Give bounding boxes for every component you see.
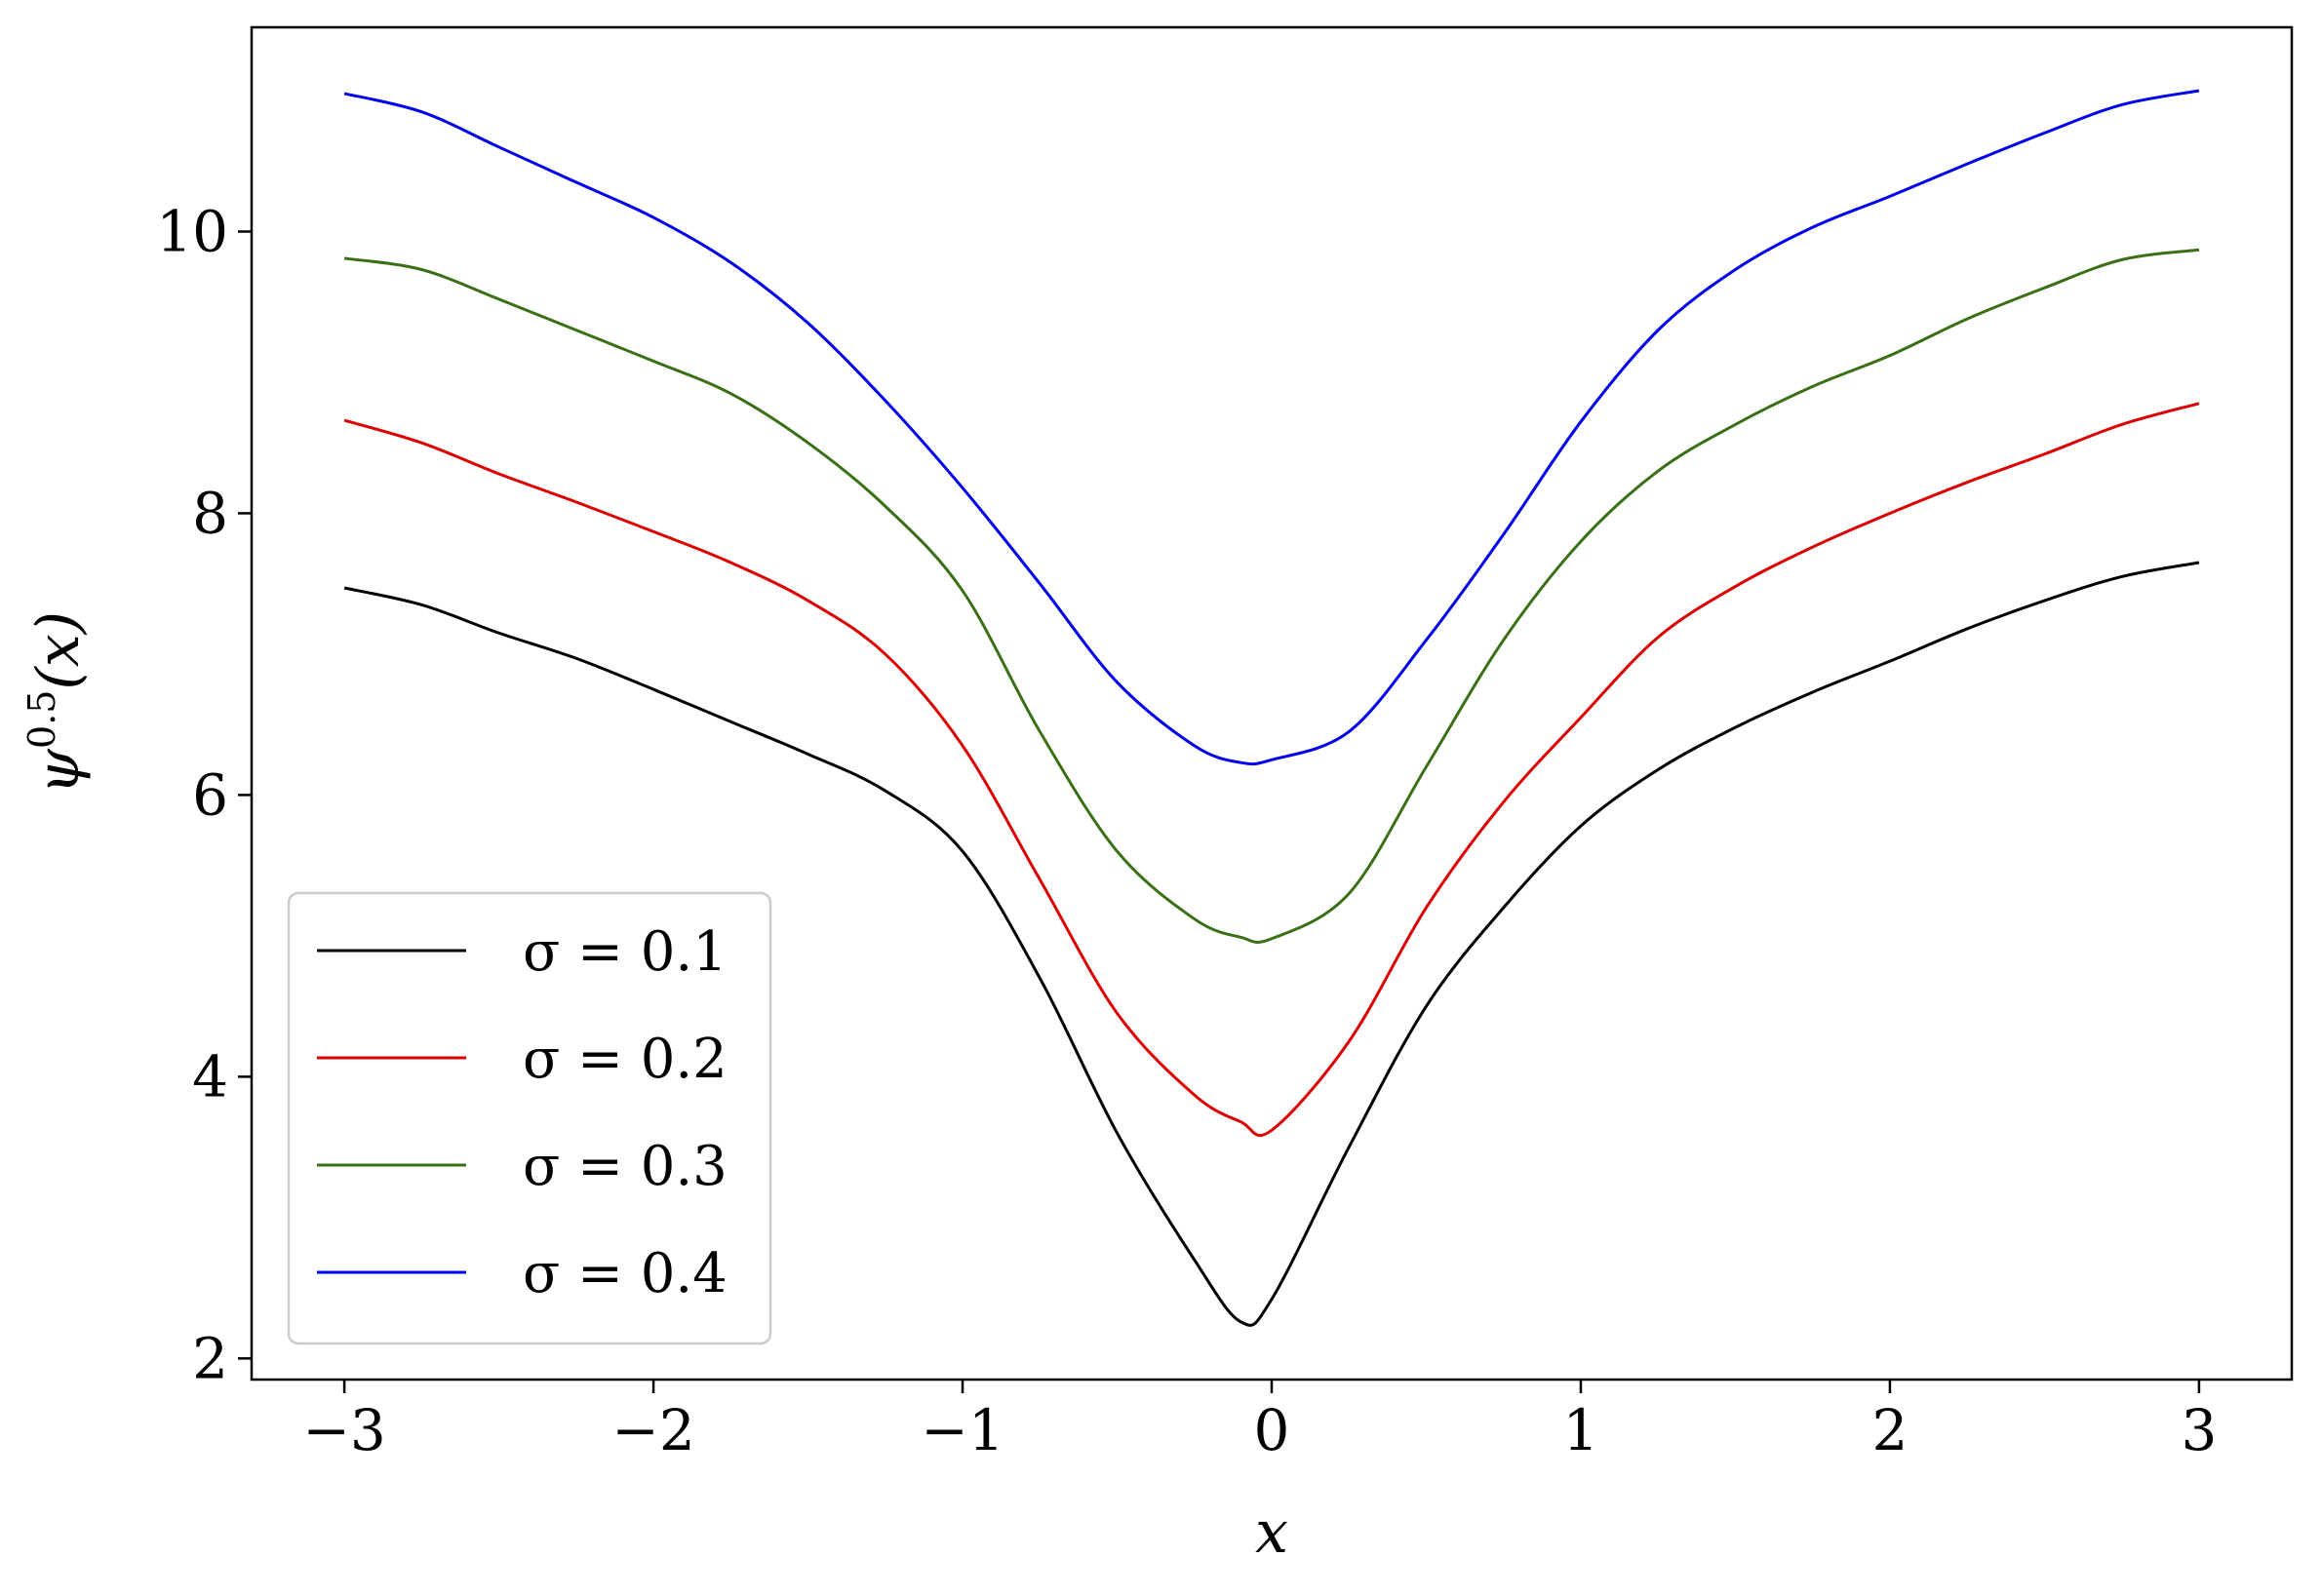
series-line-2 <box>343 402 2200 1138</box>
legend-entries: σ = 0.1 σ = 0.2 σ = 0.3 σ = 0.4 <box>317 920 728 1305</box>
y-axis-ticks: 2 4 6 8 10 <box>156 198 252 1391</box>
legend-label-2: σ = 0.2 <box>523 1028 728 1091</box>
x-tick-label: −2 <box>611 1397 695 1463</box>
y-tick-label: 6 <box>192 761 228 828</box>
legend-label-1: σ = 0.1 <box>523 920 728 984</box>
y-tick-label: 10 <box>156 198 228 264</box>
x-axis-label: x <box>1255 1499 1288 1567</box>
y-tick-label: 4 <box>192 1043 228 1109</box>
x-axis-ticks: −3 −2 −1 0 1 2 3 <box>302 1380 2217 1463</box>
y-axis-label: ψ0.5(x) <box>20 611 93 795</box>
legend: σ = 0.1 σ = 0.2 σ = 0.3 σ = 0.4 <box>287 891 772 1345</box>
y-tick-label: 2 <box>192 1325 228 1391</box>
y-tick-label: 8 <box>192 480 228 546</box>
x-tick-label: 0 <box>1254 1397 1290 1463</box>
series-layer <box>343 89 2200 1327</box>
x-tick-label: 2 <box>1871 1397 1908 1463</box>
x-tick-label: −3 <box>302 1397 386 1463</box>
y-axis-label-exponent: 0.5 <box>20 690 63 749</box>
legend-box <box>287 891 772 1345</box>
x-tick-label: 3 <box>2181 1397 2217 1463</box>
y-axis-label-base: ψ <box>24 748 93 795</box>
series-line-3 <box>343 248 2200 944</box>
series-line-1 <box>343 561 2200 1327</box>
y-axis-label-argument: (x) <box>24 611 93 690</box>
svg-text:ψ0.5(x): ψ0.5(x) <box>20 611 93 795</box>
x-tick-label: −1 <box>921 1397 1004 1463</box>
legend-label-3: σ = 0.3 <box>523 1135 728 1198</box>
legend-label-4: σ = 0.4 <box>523 1242 728 1305</box>
x-tick-label: 1 <box>1563 1397 1599 1463</box>
series-line-4 <box>343 89 2200 766</box>
